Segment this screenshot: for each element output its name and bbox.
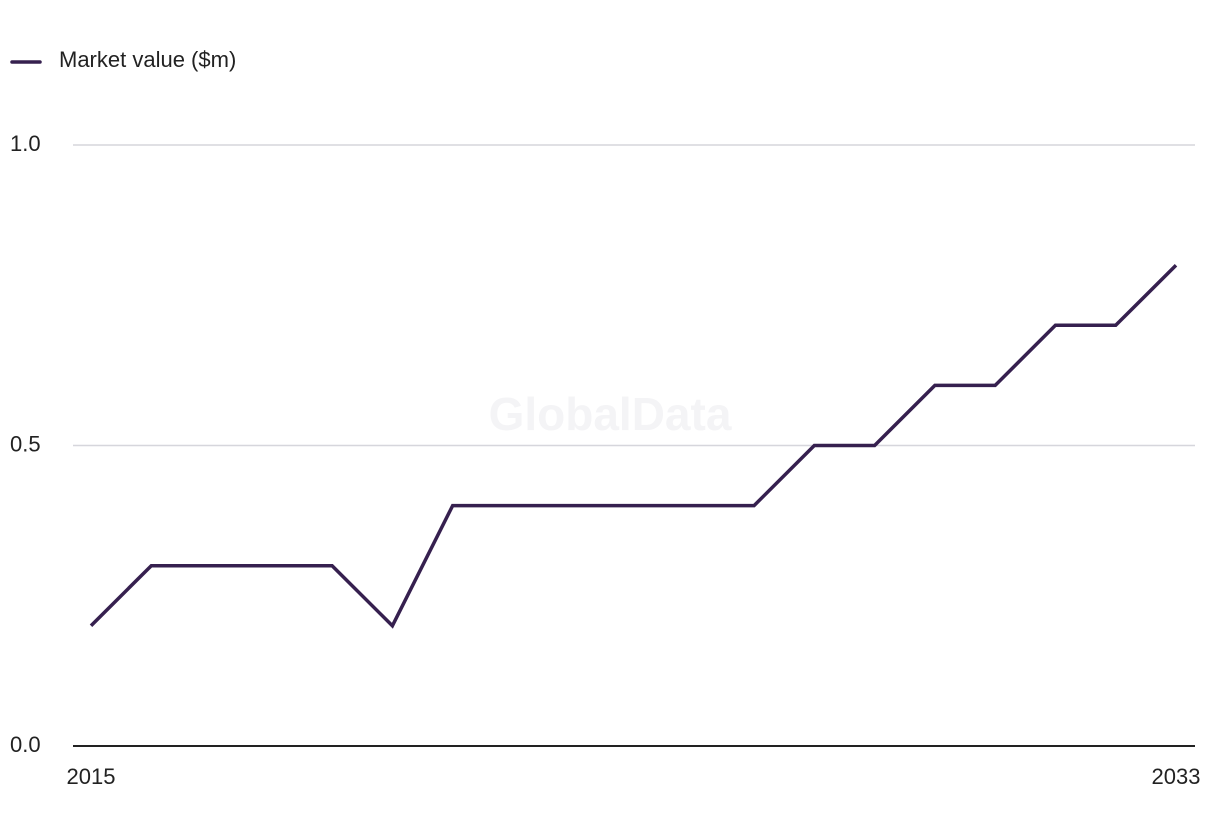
y-tick-label: 0.0 (10, 732, 41, 757)
y-tick-label: 0.5 (10, 431, 41, 456)
legend-label: Market value ($m) (59, 47, 236, 72)
x-tick-label: 2015 (67, 764, 116, 789)
line-series (89, 263, 1178, 629)
watermark: GlobalData (489, 388, 732, 440)
x-tick-label: 2033 (1152, 764, 1201, 789)
y-tick-label: 1.0 (10, 131, 41, 156)
